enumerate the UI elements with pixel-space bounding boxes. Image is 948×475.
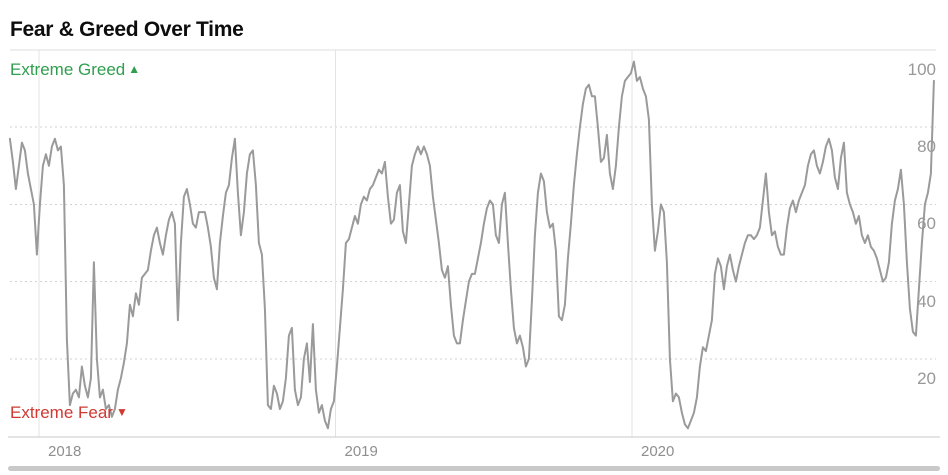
x-axis-label-2019: 2019 — [344, 443, 378, 460]
y-axis-label-20: 20 — [917, 368, 936, 388]
y-axis-label-60: 60 — [917, 214, 936, 234]
triangle-up-icon: ▲ — [128, 62, 141, 76]
x-axis-label-2018: 2018 — [48, 443, 82, 460]
extreme-greed-text: Extreme Greed — [10, 60, 126, 79]
y-axis-label-100: 100 — [907, 60, 936, 79]
y-axis-label-40: 40 — [917, 291, 936, 311]
extreme-greed-label: Extreme Greed ▲ — [10, 60, 140, 80]
extreme-fear-text: Extreme Fear — [10, 403, 113, 422]
triangle-down-icon: ▼ — [115, 405, 128, 419]
fear-greed-series-line[interactable] — [8, 60, 935, 430]
x-axis-label-2020: 2020 — [641, 443, 675, 460]
extreme-fear-label: Extreme Fear ▼ — [10, 403, 128, 423]
chart-scrollbar[interactable] — [8, 466, 940, 471]
page-title: Fear & Greed Over Time — [10, 18, 244, 42]
y-axis-label-80: 80 — [917, 137, 936, 157]
